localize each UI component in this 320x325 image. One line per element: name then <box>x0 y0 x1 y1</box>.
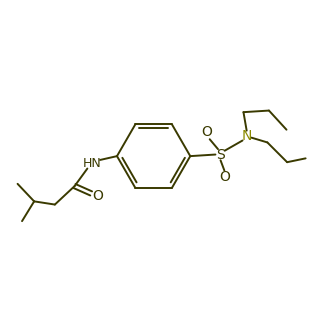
Text: O: O <box>219 171 230 185</box>
Text: O: O <box>92 189 103 203</box>
Text: S: S <box>216 148 225 162</box>
Text: N: N <box>242 129 252 143</box>
Text: HN: HN <box>83 157 101 170</box>
Text: O: O <box>202 125 212 139</box>
